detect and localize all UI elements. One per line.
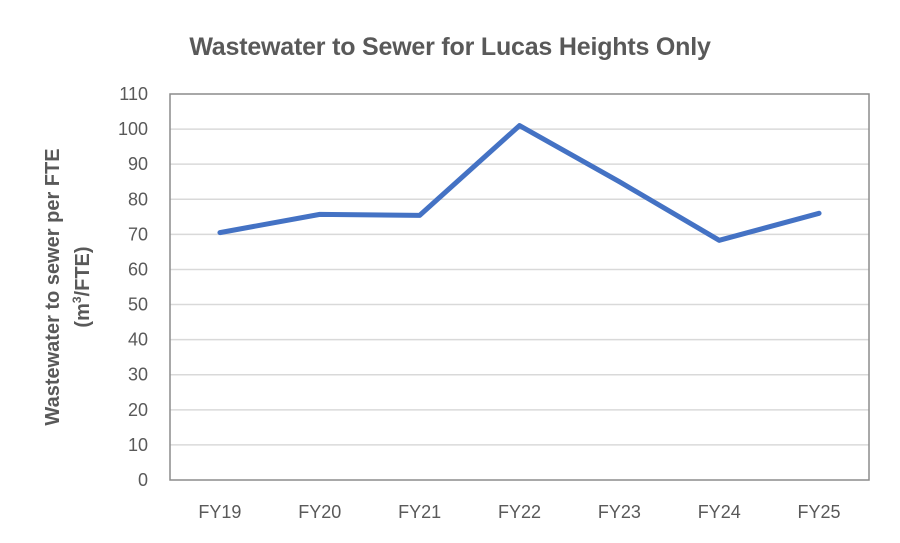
x-tick-label: FY24	[698, 502, 741, 522]
y-tick-label: 90	[128, 154, 148, 174]
y-tick-label: 100	[118, 119, 148, 139]
y-tick-label: 10	[128, 435, 148, 455]
y-tick-label: 50	[128, 295, 148, 315]
y-tick-label: 60	[128, 259, 148, 279]
data-line	[217, 123, 822, 243]
y-tick-label: 70	[128, 224, 148, 244]
y-tick-label: 30	[128, 365, 148, 385]
x-tick-label: FY20	[298, 502, 341, 522]
x-tick-label: FY25	[798, 502, 841, 522]
x-tick-label: FY21	[398, 502, 441, 522]
plot-area	[169, 93, 870, 481]
y-tick-label: 20	[128, 400, 148, 420]
y-tick-label: 0	[138, 470, 148, 490]
chart-title: Wastewater to Sewer for Lucas Heights On…	[189, 33, 711, 61]
y-tick-label: 80	[128, 189, 148, 209]
x-tick-label: FY23	[598, 502, 641, 522]
x-tick-label: FY22	[498, 502, 541, 522]
y-tick-label: 110	[119, 84, 148, 104]
x-tick-label: FY19	[198, 502, 241, 522]
y-tick-label: 40	[128, 330, 148, 350]
